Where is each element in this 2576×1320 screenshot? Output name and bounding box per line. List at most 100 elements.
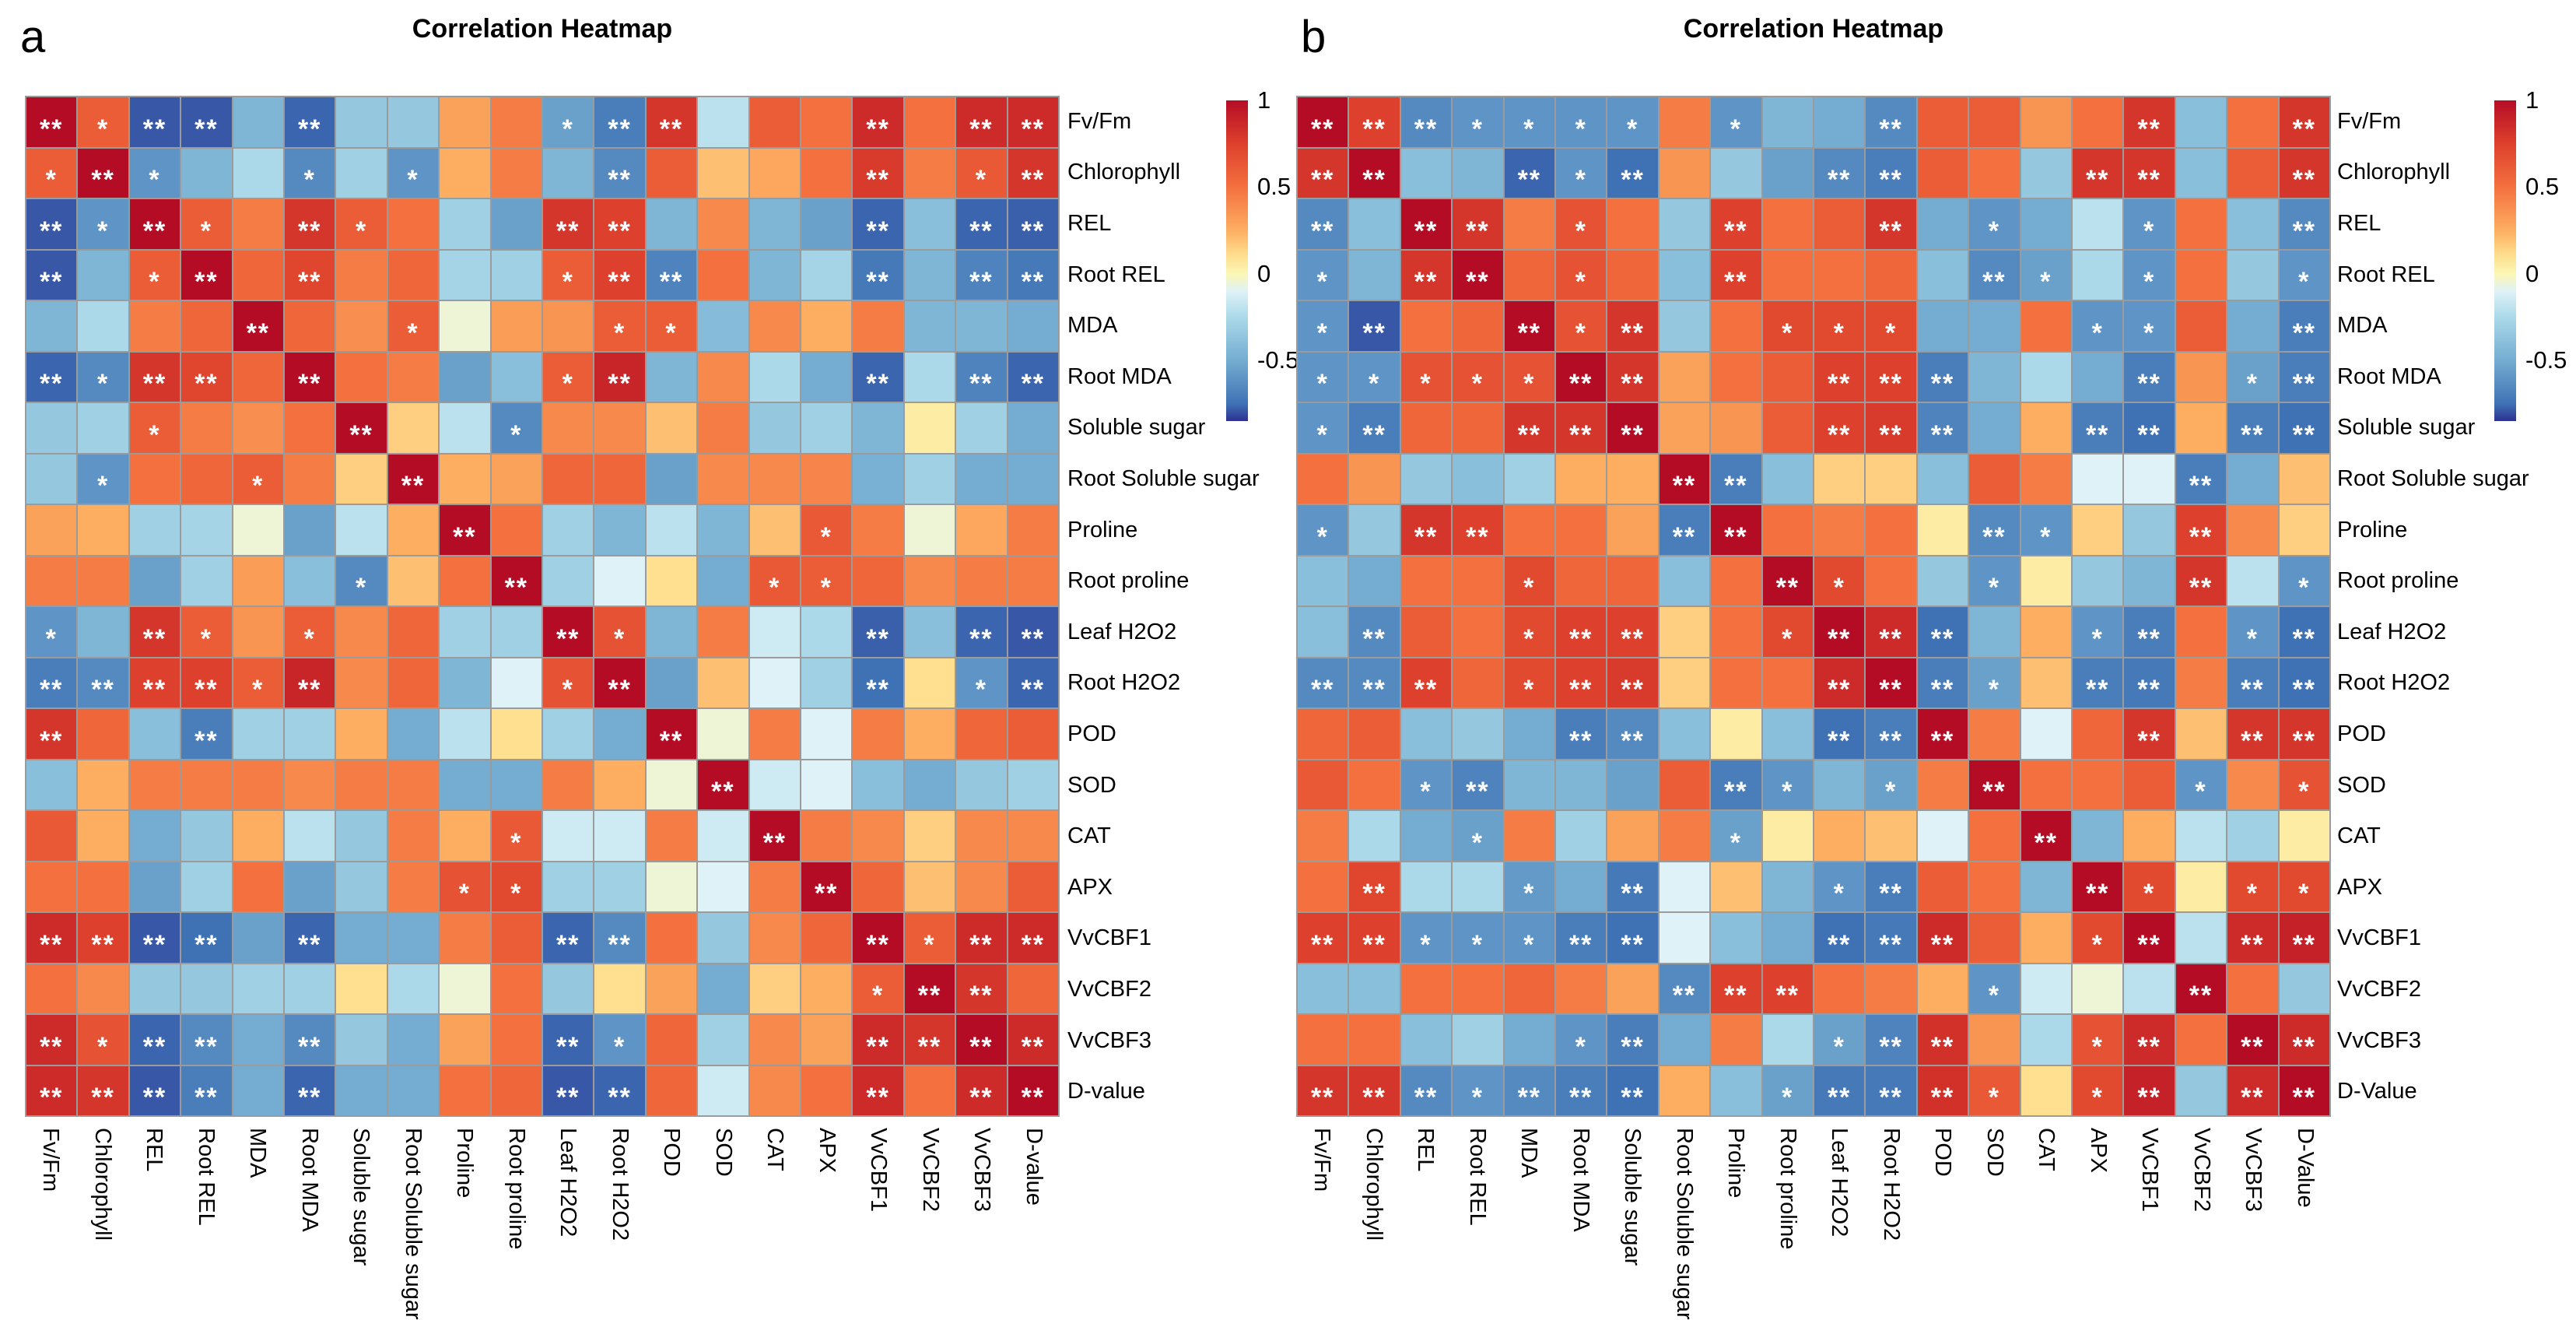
heatmap-cell-a-r5-c13: * <box>646 301 697 351</box>
heatmap-cell-a-r3-c7: * <box>336 199 387 249</box>
heatmap-cell-b-r2-c2: ** <box>1349 148 1400 198</box>
heatmap-cell-b-r11-c16: * <box>2073 607 2123 657</box>
heatmap-cell-a-r4-c11: * <box>543 250 594 300</box>
heatmap-cell-b-r18-c11 <box>1814 964 1865 1013</box>
heatmap-cell-a-r15-c1 <box>26 811 77 861</box>
heatmap-cell-b-r9-c6 <box>1556 505 1607 555</box>
heatmap-cell-b-r13-c1 <box>1298 709 1348 759</box>
heatmap-cell-a-r9-c4 <box>181 505 232 555</box>
heatmap-cell-b-r4-c17: * <box>2124 250 2175 300</box>
significance-stars: ** <box>969 929 994 960</box>
heatmap-cell-a-r8-c11 <box>543 454 594 504</box>
heatmap-cell-a-r7-c1 <box>26 403 77 453</box>
heatmap-cell-b-r16-c4 <box>1453 862 1503 911</box>
heatmap-cell-a-r5-c15 <box>749 301 800 351</box>
significance-stars: ** <box>1362 1083 1386 1113</box>
heatmap-cell-a-r13-c9 <box>440 709 490 759</box>
significance-stars: ** <box>297 675 322 705</box>
significance-stars: ** <box>1021 675 1046 705</box>
significance-stars: ** <box>1021 114 1046 144</box>
heatmap-cell-a-r13-c12 <box>594 709 645 759</box>
row-label-a: VvCBF3 <box>1067 1027 1151 1053</box>
significance-stars: ** <box>1879 1083 1903 1113</box>
heatmap-cell-a-r11-c10 <box>491 607 541 657</box>
heatmap-cell-a-r3-c15 <box>749 199 800 249</box>
col-label-a: VvCBF2 <box>917 1128 943 1212</box>
heatmap-cell-b-r10-c8 <box>1659 556 1710 606</box>
heatmap-cell-a-r14-c18 <box>904 760 955 809</box>
heatmap-cell-a-r14-c17 <box>853 760 903 809</box>
significance-stars: ** <box>2137 114 2161 144</box>
heatmap-cell-b-r19-c7: ** <box>1607 1015 1658 1065</box>
significance-stars: ** <box>297 267 322 297</box>
heatmap-cell-a-r2-c11 <box>543 148 594 198</box>
heatmap-cell-a-r1-c8 <box>387 97 439 147</box>
heatmap-cell-b-r20-c19: ** <box>2227 1065 2278 1115</box>
heatmap-cell-b-r2-c15 <box>2020 148 2071 198</box>
heatmap-cell-b-r16-c9 <box>1711 862 1761 911</box>
heatmap-cell-b-r12-c8 <box>1659 658 1710 707</box>
heatmap-cell-a-r7-c13 <box>646 403 697 453</box>
heatmap-cell-a-r1-c15 <box>749 97 800 147</box>
heatmap-cell-a-r15-c8 <box>387 811 439 861</box>
heatmap-cell-b-r5-c7: ** <box>1607 301 1658 351</box>
heatmap-cell-b-r15-c16 <box>2073 811 2123 861</box>
significance-stars: * <box>820 521 832 552</box>
significance-stars: ** <box>2292 929 2317 960</box>
heatmap-cell-a-r6-c9 <box>440 352 490 402</box>
heatmap-cell-b-r8-c5 <box>1504 454 1554 504</box>
heatmap-cell-b-r14-c10: * <box>1762 760 1813 809</box>
significance-stars: ** <box>1021 1083 1046 1113</box>
significance-stars: ** <box>1724 471 1748 501</box>
significance-stars: ** <box>608 369 632 399</box>
heatmap-cell-a-r20-c8 <box>387 1065 439 1115</box>
significance-stars: ** <box>969 267 994 297</box>
heatmap-cell-a-r5-c17 <box>853 301 903 351</box>
heatmap-cell-b-r1-c1: ** <box>1298 97 1348 147</box>
heatmap-cell-b-r7-c2: ** <box>1349 403 1400 453</box>
heatmap-cell-b-r2-c12: ** <box>1866 148 1916 198</box>
significance-stars: ** <box>1021 623 1046 654</box>
heatmap-cell-b-r15-c1 <box>1298 811 1348 861</box>
heatmap-cell-b-r20-c11: ** <box>1814 1065 1865 1115</box>
heatmap-cell-b-r3-c10 <box>1762 199 1813 249</box>
panel-letter-b: b <box>1301 12 1327 62</box>
heatmap-cell-b-r17-c5: * <box>1504 913 1554 963</box>
heatmap-cell-b-r16-c12: ** <box>1866 862 1916 911</box>
significance-stars: * <box>510 879 523 909</box>
heatmap-cell-a-r9-c3 <box>129 505 180 555</box>
heatmap-cell-b-r10-c7 <box>1607 556 1658 606</box>
colorbar-tick-b: -0.5 <box>2525 346 2567 374</box>
heatmap-cell-a-r14-c8 <box>387 760 439 809</box>
heatmap-cell-a-r12-c18 <box>904 658 955 707</box>
heatmap-cell-b-r11-c3 <box>1400 607 1452 657</box>
heatmap-cell-a-r10-c8 <box>387 556 439 606</box>
significance-stars: * <box>1471 1083 1484 1113</box>
heatmap-cell-a-r19-c2: * <box>78 1015 128 1065</box>
significance-stars: * <box>1575 165 1587 195</box>
heatmap-cell-b-r1-c10 <box>1762 97 1813 147</box>
heatmap-cell-b-r2-c3 <box>1400 148 1452 198</box>
heatmap-cell-b-r12-c4 <box>1453 658 1503 707</box>
heatmap-cell-a-r8-c8: ** <box>387 454 439 504</box>
col-label-a: Root REL <box>193 1128 219 1226</box>
significance-stars: ** <box>969 981 994 1011</box>
heatmap-cell-b-r1-c17: ** <box>2124 97 2175 147</box>
significance-stars: ** <box>1827 675 1852 705</box>
heatmap-cell-a-r19-c19: ** <box>956 1015 1007 1065</box>
heatmap-cell-a-r2-c20: ** <box>1008 148 1058 198</box>
significance-stars: ** <box>2292 1083 2317 1113</box>
significance-stars: ** <box>2137 369 2161 399</box>
col-label-a: Chlorophyll <box>89 1128 115 1241</box>
significance-stars: ** <box>195 1031 219 1062</box>
significance-stars: * <box>2195 777 2207 807</box>
heatmap-cell-a-r18-c17: * <box>853 964 903 1013</box>
heatmap-cell-b-r15-c3 <box>1400 811 1452 861</box>
row-label-b: MDA <box>2337 313 2388 339</box>
heatmap-cell-a-r16-c8 <box>387 862 439 911</box>
heatmap-cell-b-r8-c9: ** <box>1711 454 1761 504</box>
heatmap-cell-a-r6-c4: ** <box>181 352 232 402</box>
heatmap-cell-a-r15-c4 <box>181 811 232 861</box>
heatmap-cell-b-r16-c3 <box>1400 862 1452 911</box>
heatmap-cell-b-r17-c14 <box>1969 913 2020 963</box>
